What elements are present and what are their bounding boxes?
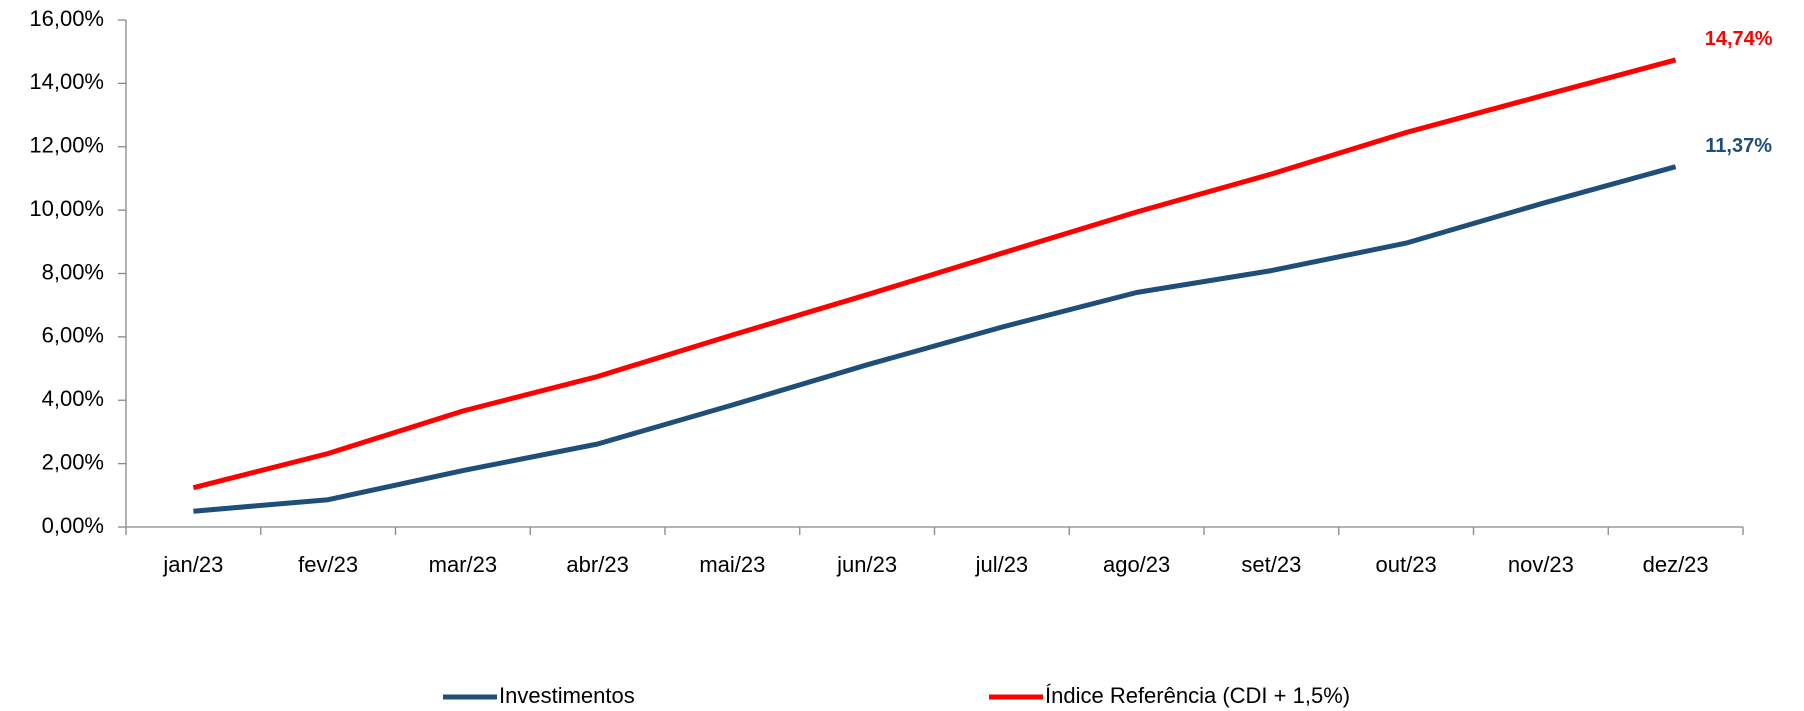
x-tick-label: nov/23 <box>1508 552 1574 577</box>
x-tick-label: dez/23 <box>1643 552 1709 577</box>
x-tick-label: mai/23 <box>699 552 765 577</box>
x-tick-label: abr/23 <box>566 552 628 577</box>
y-tick-label: 0,00% <box>42 513 104 538</box>
y-tick-label: 10,00% <box>29 196 104 221</box>
y-tick-label: 6,00% <box>42 323 104 348</box>
x-tick-label: out/23 <box>1376 552 1437 577</box>
series-line <box>192 57 1677 491</box>
y-tick-label: 2,00% <box>42 449 104 474</box>
data-label: 14,74% <box>1705 28 1773 50</box>
x-tick-label: fev/23 <box>298 552 358 577</box>
x-tick-label: jun/23 <box>836 552 897 577</box>
series-line <box>193 164 1677 514</box>
x-tick-label: jan/23 <box>162 552 223 577</box>
x-tick-label: mar/23 <box>429 552 497 577</box>
x-tick-label: set/23 <box>1241 552 1301 577</box>
y-tick-label: 8,00% <box>42 259 104 284</box>
y-tick-label: 4,00% <box>42 386 104 411</box>
y-tick-label: 12,00% <box>29 133 104 158</box>
legend-label: Investimentos <box>499 683 635 708</box>
data-label: 11,37% <box>1705 135 1772 157</box>
legend-label: Índice Referência (CDI + 1,5%) <box>1045 683 1350 708</box>
y-tick-label: 14,00% <box>29 69 104 94</box>
x-tick-label: jul/23 <box>975 552 1029 577</box>
y-tick-label: 16,00% <box>29 6 104 31</box>
x-tick-label: ago/23 <box>1103 552 1170 577</box>
